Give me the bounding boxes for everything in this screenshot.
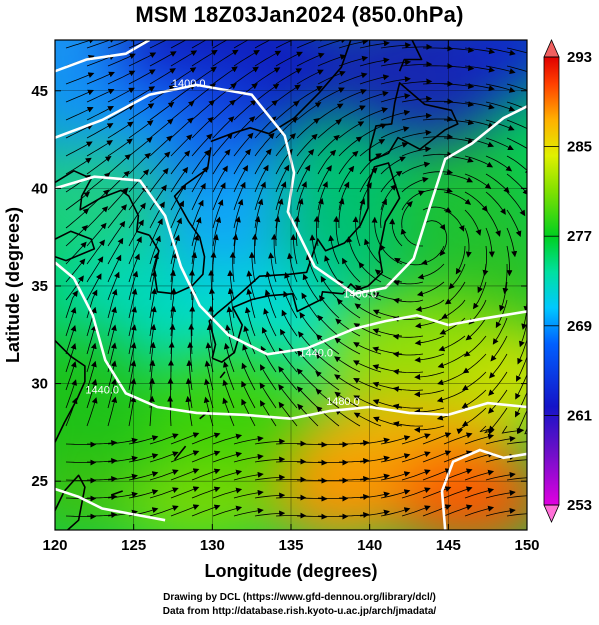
colorbar: 293 285 277 269 261 253 [543,39,592,523]
coastlines [55,40,459,530]
coastline-segment [111,490,123,496]
x-axis-title: Longitude (degrees) [204,561,377,581]
x-tick-label: 135 [278,537,303,554]
credits: Drawing by DCL (https://www.gfd-dennou.o… [0,591,599,619]
colorbar-label: 261 [567,407,592,424]
y-axis-title: Latitude (degrees) [3,207,23,363]
y-tick-label: 40 [31,180,48,197]
grid-lines [55,40,527,530]
x-tick-label: 120 [42,537,67,554]
coastline-segment [55,230,96,262]
colorbar-label: 285 [567,139,592,156]
contour-line [55,487,166,522]
x-axis: 120 125 130 135 140 145 150 [42,40,540,554]
coastline-segment [55,340,86,443]
y-tick-label: 35 [31,278,48,295]
coastline-segment [398,40,423,72]
coastline-segment [148,147,212,295]
contour-labels: 1400.0 1400.0 1440.0 1480.0 1440.0 [85,78,377,408]
colorbar-label: 253 [567,497,592,514]
contour-label: 1440.0 [85,384,119,396]
x-tick-label: 140 [357,537,382,554]
y-tick-label: 45 [31,83,48,100]
y-tick-label: 30 [31,376,48,393]
contour-label: 1400.0 [172,78,206,90]
y-tick-label: 25 [31,473,48,490]
x-tick-label: 125 [121,537,146,554]
contour-line [440,448,527,530]
credit-data: Data from http://database.rish.kyoto-u.a… [162,606,437,617]
contour-label: 1440.0 [299,347,333,359]
contour-line [55,261,527,421]
credit-drawing: Drawing by DCL (https://www.gfd-dennou.o… [163,592,436,603]
coastline-segment [219,371,226,379]
contour-line [55,175,527,356]
contour-line [55,83,527,296]
y-axis: 25 30 35 40 45 [31,83,527,490]
colorbar-label: 269 [567,318,592,335]
colorbar-top-arrow [543,39,560,58]
x-tick-label: 130 [200,537,225,554]
x-tick-label: 145 [436,537,461,554]
coastline-segment [210,40,352,143]
x-tick-label: 150 [514,537,539,554]
contour-label: 1400.0 [343,289,377,301]
colorbar-bottom-arrow [543,504,560,523]
geopotential-contours [55,40,527,530]
colorbar-label: 277 [567,228,592,245]
coastline-segment [55,170,150,236]
coastline-segment [173,445,187,461]
map-title: MSM 18Z03Jan2024 (850.0hPa) [135,2,464,27]
coastline-segment [208,162,401,363]
colorbar-label: 293 [567,49,592,66]
contour-label: 1480.0 [326,396,360,408]
coastline-segment [368,82,459,162]
contour-line [55,40,151,73]
